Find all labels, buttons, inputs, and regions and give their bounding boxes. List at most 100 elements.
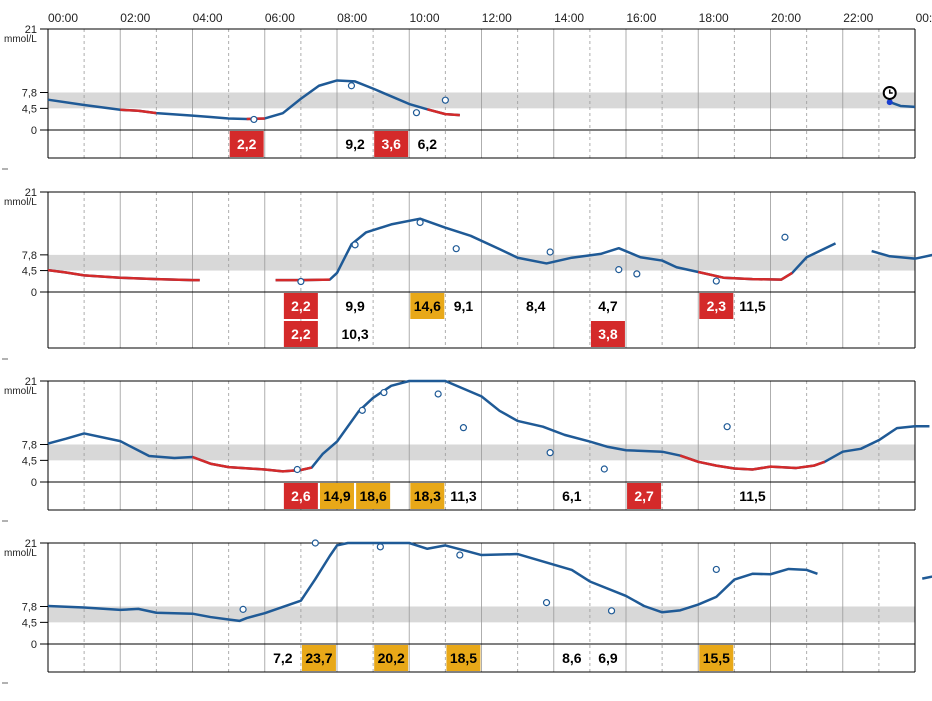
low-reading-badge (590, 321, 625, 347)
hour-label: 00:00 (916, 11, 932, 25)
hour-label: 22:00 (843, 11, 873, 25)
reading-value: 3,6 (381, 136, 401, 152)
reading-value: 9,2 (345, 136, 365, 152)
y-tick-label: 21 (25, 187, 37, 199)
reading-value: 9,1 (454, 298, 474, 314)
reading-value: 20,2 (378, 650, 405, 666)
glucose-line (889, 100, 916, 109)
high-reading-badge (446, 645, 481, 671)
low-reading-badge (627, 483, 662, 509)
clock-hands (888, 89, 893, 94)
y-tick-label: 0 (31, 287, 37, 299)
hour-label: 02:00 (120, 11, 150, 25)
high-reading-badge (374, 645, 409, 671)
glucose-reading-marker (459, 424, 468, 432)
glucose-reading-marker (376, 543, 384, 551)
reading-value: 18,3 (414, 488, 441, 504)
hour-label: 06:00 (265, 11, 295, 25)
hour-label: 20:00 (771, 11, 801, 25)
current-reading-dot (886, 99, 893, 106)
y-tick-label: 4,5 (22, 455, 37, 467)
reading-value: 2,2 (237, 136, 257, 152)
glucose-low-line (426, 108, 460, 117)
reading-value: 3,8 (598, 326, 618, 342)
glucose-reading-marker (239, 605, 247, 613)
glucose-reading-marker (347, 82, 356, 90)
high-reading-badge (320, 483, 354, 509)
reading-value: 18,6 (360, 488, 387, 504)
unit-label: mmol/L (4, 197, 37, 208)
reading-value: 6,9 (598, 650, 618, 666)
y-tick-label: 21 (25, 376, 37, 388)
glucose-low-line (192, 455, 312, 473)
glucose-reading-marker (607, 607, 616, 615)
y-tick-label: 7,8 (22, 439, 37, 451)
y-tick-label: 21 (25, 538, 37, 550)
y-tick-label: 7,8 (22, 601, 37, 613)
glucose-reading-marker (434, 390, 442, 398)
glucose-line (275, 217, 837, 282)
low-reading-badge (283, 321, 318, 347)
reading-value: 2,2 (291, 298, 311, 314)
y-tick-label: 0 (31, 477, 37, 489)
reading-value: 6,2 (418, 136, 438, 152)
reading-value: 23,7 (305, 650, 332, 666)
reading-value: 9,9 (345, 298, 365, 314)
glucose-low-line (120, 108, 157, 115)
hour-label: 00:00 (48, 11, 78, 25)
hour-label: 18:00 (699, 11, 729, 25)
reading-value: 8,4 (526, 298, 546, 314)
hour-label: 10:00 (409, 11, 439, 25)
reading-value: 8,6 (562, 650, 582, 666)
glucose-reading-marker (416, 218, 424, 227)
reading-value: 2,3 (707, 298, 727, 314)
y-tick-label: 21 (25, 24, 37, 36)
glucose-reading-marker (546, 449, 554, 457)
low-reading-badge (374, 131, 409, 157)
glucose-reading-marker (456, 551, 464, 559)
reading-value: 4,7 (598, 298, 618, 314)
high-reading-badge (410, 483, 445, 509)
reading-value: 2,6 (291, 488, 311, 504)
reading-value: 11,3 (450, 488, 477, 504)
glucose-reading-marker (380, 388, 388, 397)
y-tick-label: 4,5 (22, 266, 37, 278)
high-reading-badge (699, 645, 734, 671)
low-reading-badge (699, 293, 734, 319)
glucose-reading-marker (452, 245, 460, 253)
low-reading-badge (229, 131, 264, 157)
hour-label: 12:00 (482, 11, 512, 25)
glucose-line (921, 575, 932, 580)
hour-label: 16:00 (626, 11, 656, 25)
hour-label: 04:00 (193, 11, 223, 25)
glucose-low-line (679, 454, 826, 471)
glucose-reading-marker (250, 115, 258, 124)
reading-value: 11,5 (739, 488, 766, 504)
glucose-reading-marker (633, 270, 641, 278)
glucose-reading-marker (615, 266, 623, 274)
reading-value: 2,7 (634, 488, 654, 504)
glucose-reading-marker (723, 423, 731, 431)
glucose-reading-marker (351, 241, 359, 249)
reading-value: 11,5 (739, 298, 766, 314)
y-tick-label: 7,8 (22, 87, 37, 99)
low-reading-badge (283, 293, 318, 319)
glucose-reading-marker (712, 565, 720, 574)
reading-value: 18,5 (450, 650, 477, 666)
reading-value: 7,2 (273, 650, 293, 666)
glucose-low-line (47, 268, 200, 282)
glucose-reading-marker (412, 109, 421, 117)
glucose-low-line (697, 270, 793, 281)
hour-label: 08:00 (337, 11, 367, 25)
glucose-line (47, 541, 818, 623)
y-tick-label: 7,8 (22, 250, 37, 262)
y-tick-label: 4,5 (22, 103, 37, 115)
glucose-reading-marker (600, 465, 608, 473)
reading-value: 14,9 (323, 488, 350, 504)
glucose-reading-marker (311, 539, 319, 547)
reading-value: 10,3 (341, 326, 368, 342)
y-tick-label: 0 (31, 639, 37, 651)
high-reading-badge (356, 483, 391, 509)
glucose-reading-marker (441, 96, 449, 104)
